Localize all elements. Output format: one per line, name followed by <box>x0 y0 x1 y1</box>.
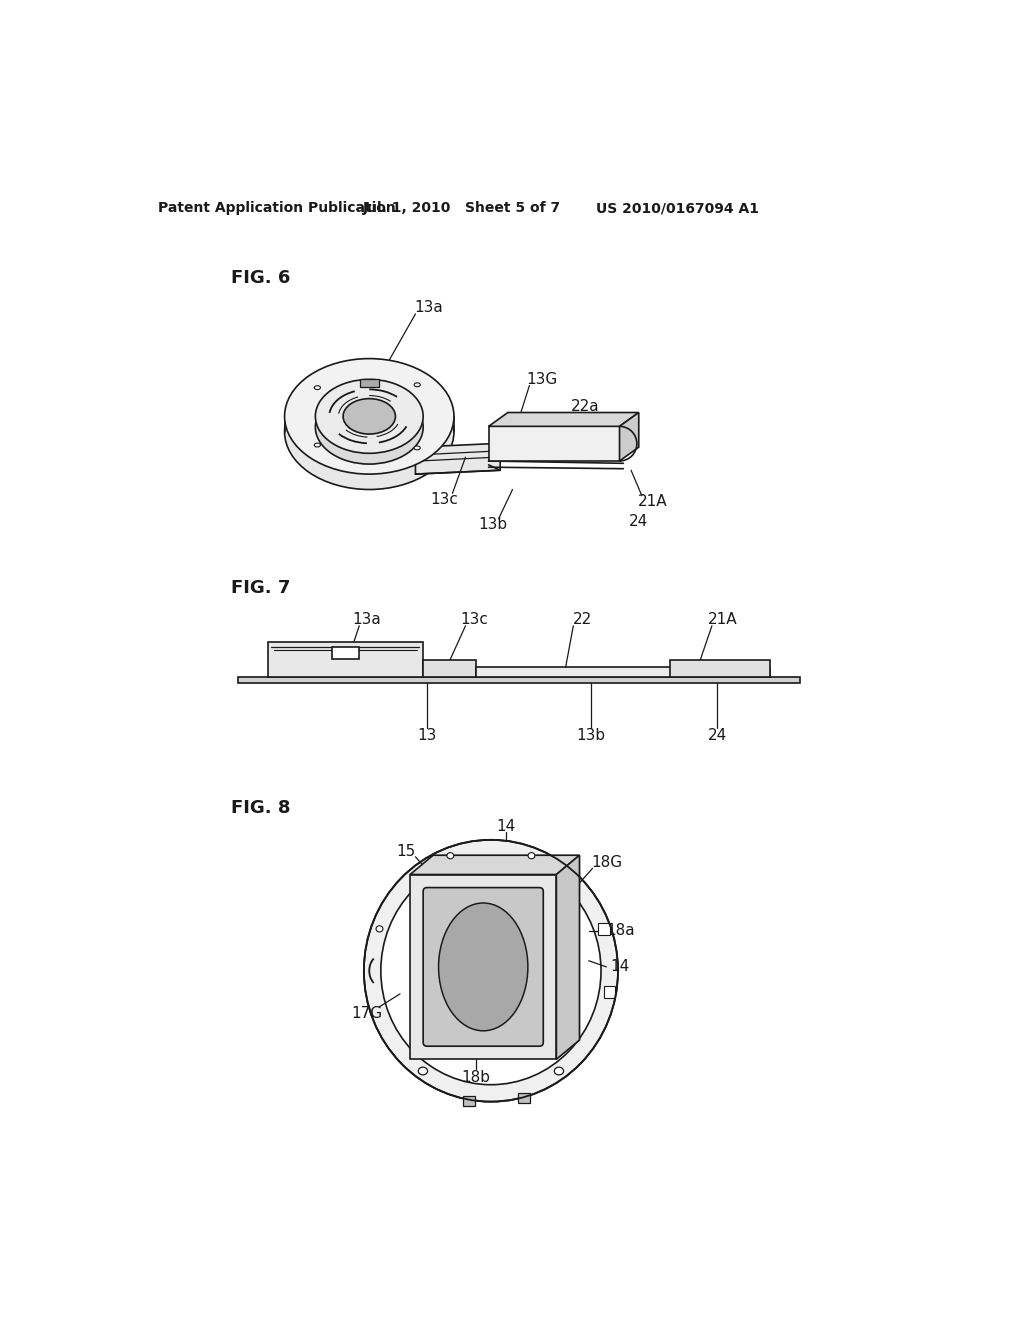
Text: 13b: 13b <box>577 729 605 743</box>
Text: 21A: 21A <box>708 612 737 627</box>
Polygon shape <box>410 874 556 1059</box>
Text: 13G: 13G <box>526 372 557 387</box>
Polygon shape <box>239 677 801 682</box>
Ellipse shape <box>315 379 423 453</box>
Polygon shape <box>518 1093 530 1104</box>
Polygon shape <box>463 1096 475 1106</box>
Text: 21A: 21A <box>638 494 668 508</box>
Text: 14: 14 <box>610 960 630 974</box>
Ellipse shape <box>438 903 528 1031</box>
Text: FIG. 7: FIG. 7 <box>230 579 290 597</box>
Text: 22: 22 <box>609 416 629 430</box>
Text: 13c: 13c <box>461 612 488 627</box>
Polygon shape <box>332 647 359 659</box>
Ellipse shape <box>376 925 383 932</box>
Text: US 2010/0167094 A1: US 2010/0167094 A1 <box>596 202 759 215</box>
Text: 22: 22 <box>572 612 592 627</box>
Text: 17G: 17G <box>351 1006 383 1020</box>
Polygon shape <box>556 855 580 1059</box>
Ellipse shape <box>599 925 606 932</box>
Text: Patent Application Publication: Patent Application Publication <box>158 202 395 215</box>
Ellipse shape <box>343 399 395 434</box>
Polygon shape <box>416 444 500 474</box>
Polygon shape <box>488 412 639 426</box>
Ellipse shape <box>528 853 535 859</box>
Text: 15: 15 <box>396 843 416 859</box>
Polygon shape <box>475 668 770 677</box>
Ellipse shape <box>314 444 321 447</box>
Ellipse shape <box>414 383 420 387</box>
Text: 18b: 18b <box>461 1069 490 1085</box>
Ellipse shape <box>446 853 454 859</box>
Text: 14: 14 <box>497 820 516 834</box>
Ellipse shape <box>315 391 423 465</box>
Text: FIG. 8: FIG. 8 <box>230 799 290 817</box>
Polygon shape <box>433 855 580 1040</box>
Text: 13: 13 <box>418 729 436 743</box>
Ellipse shape <box>418 1067 428 1074</box>
Text: 22a: 22a <box>571 399 600 414</box>
Polygon shape <box>360 379 379 387</box>
Polygon shape <box>598 923 610 935</box>
Text: FIG. 6: FIG. 6 <box>230 269 290 286</box>
Ellipse shape <box>381 857 601 1085</box>
Polygon shape <box>620 412 639 461</box>
Text: 18a: 18a <box>606 923 635 939</box>
Polygon shape <box>604 986 615 998</box>
Ellipse shape <box>414 446 420 450</box>
Polygon shape <box>410 855 580 874</box>
Text: 15: 15 <box>490 1041 510 1057</box>
Ellipse shape <box>314 385 321 389</box>
Polygon shape <box>423 660 475 677</box>
Text: 13a: 13a <box>352 612 381 627</box>
FancyBboxPatch shape <box>423 887 544 1047</box>
Ellipse shape <box>285 359 454 474</box>
Ellipse shape <box>554 1067 563 1074</box>
Text: 13b: 13b <box>478 517 507 532</box>
Text: 24: 24 <box>708 729 727 743</box>
Text: 13c: 13c <box>431 492 459 507</box>
Ellipse shape <box>364 840 617 1102</box>
Text: 13a: 13a <box>414 300 443 315</box>
Text: Jul. 1, 2010   Sheet 5 of 7: Jul. 1, 2010 Sheet 5 of 7 <box>362 202 561 215</box>
Text: 24: 24 <box>629 515 648 529</box>
Polygon shape <box>670 660 770 677</box>
Polygon shape <box>488 426 620 461</box>
Polygon shape <box>267 642 423 677</box>
Ellipse shape <box>285 374 454 490</box>
Text: 18G: 18G <box>591 855 622 870</box>
